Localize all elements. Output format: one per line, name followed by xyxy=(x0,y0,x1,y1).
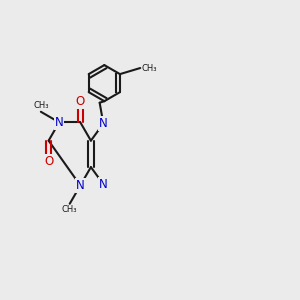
Text: N: N xyxy=(99,178,108,191)
Text: O: O xyxy=(76,95,85,108)
Text: N: N xyxy=(99,117,108,130)
Text: O: O xyxy=(44,155,53,168)
Text: CH₃: CH₃ xyxy=(142,64,157,73)
Text: N: N xyxy=(55,116,64,129)
Text: N: N xyxy=(76,179,85,192)
Text: CH₃: CH₃ xyxy=(33,101,49,110)
Text: CH₃: CH₃ xyxy=(62,205,77,214)
